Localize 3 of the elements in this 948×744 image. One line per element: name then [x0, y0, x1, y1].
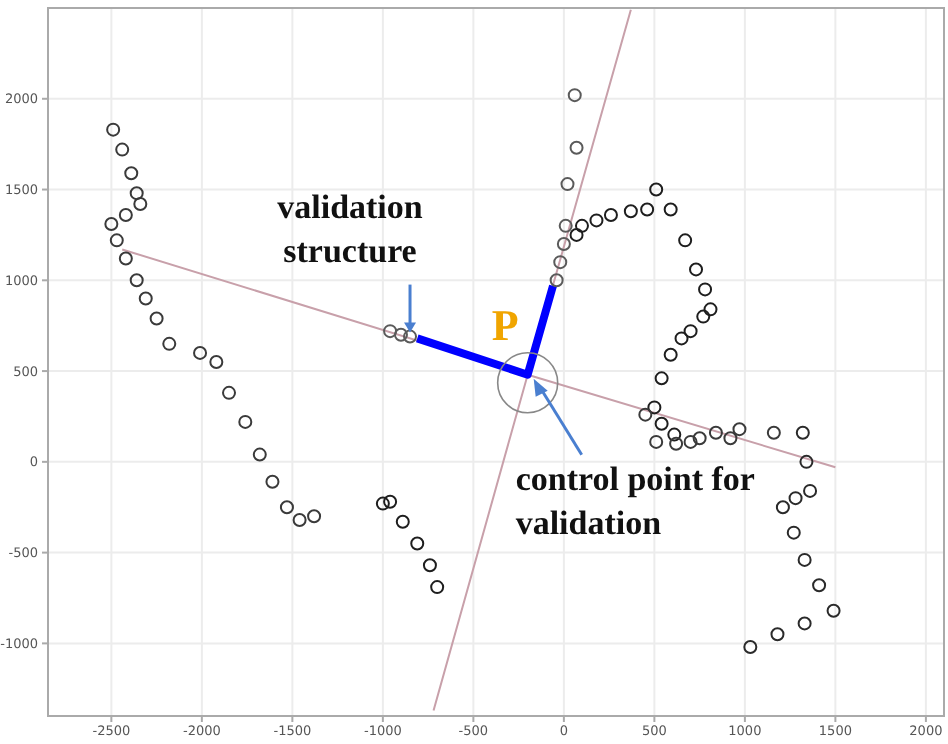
annotation: control point for validation	[515, 458, 757, 547]
annotation: validation structure	[275, 186, 425, 275]
annotation: P	[491, 300, 519, 351]
